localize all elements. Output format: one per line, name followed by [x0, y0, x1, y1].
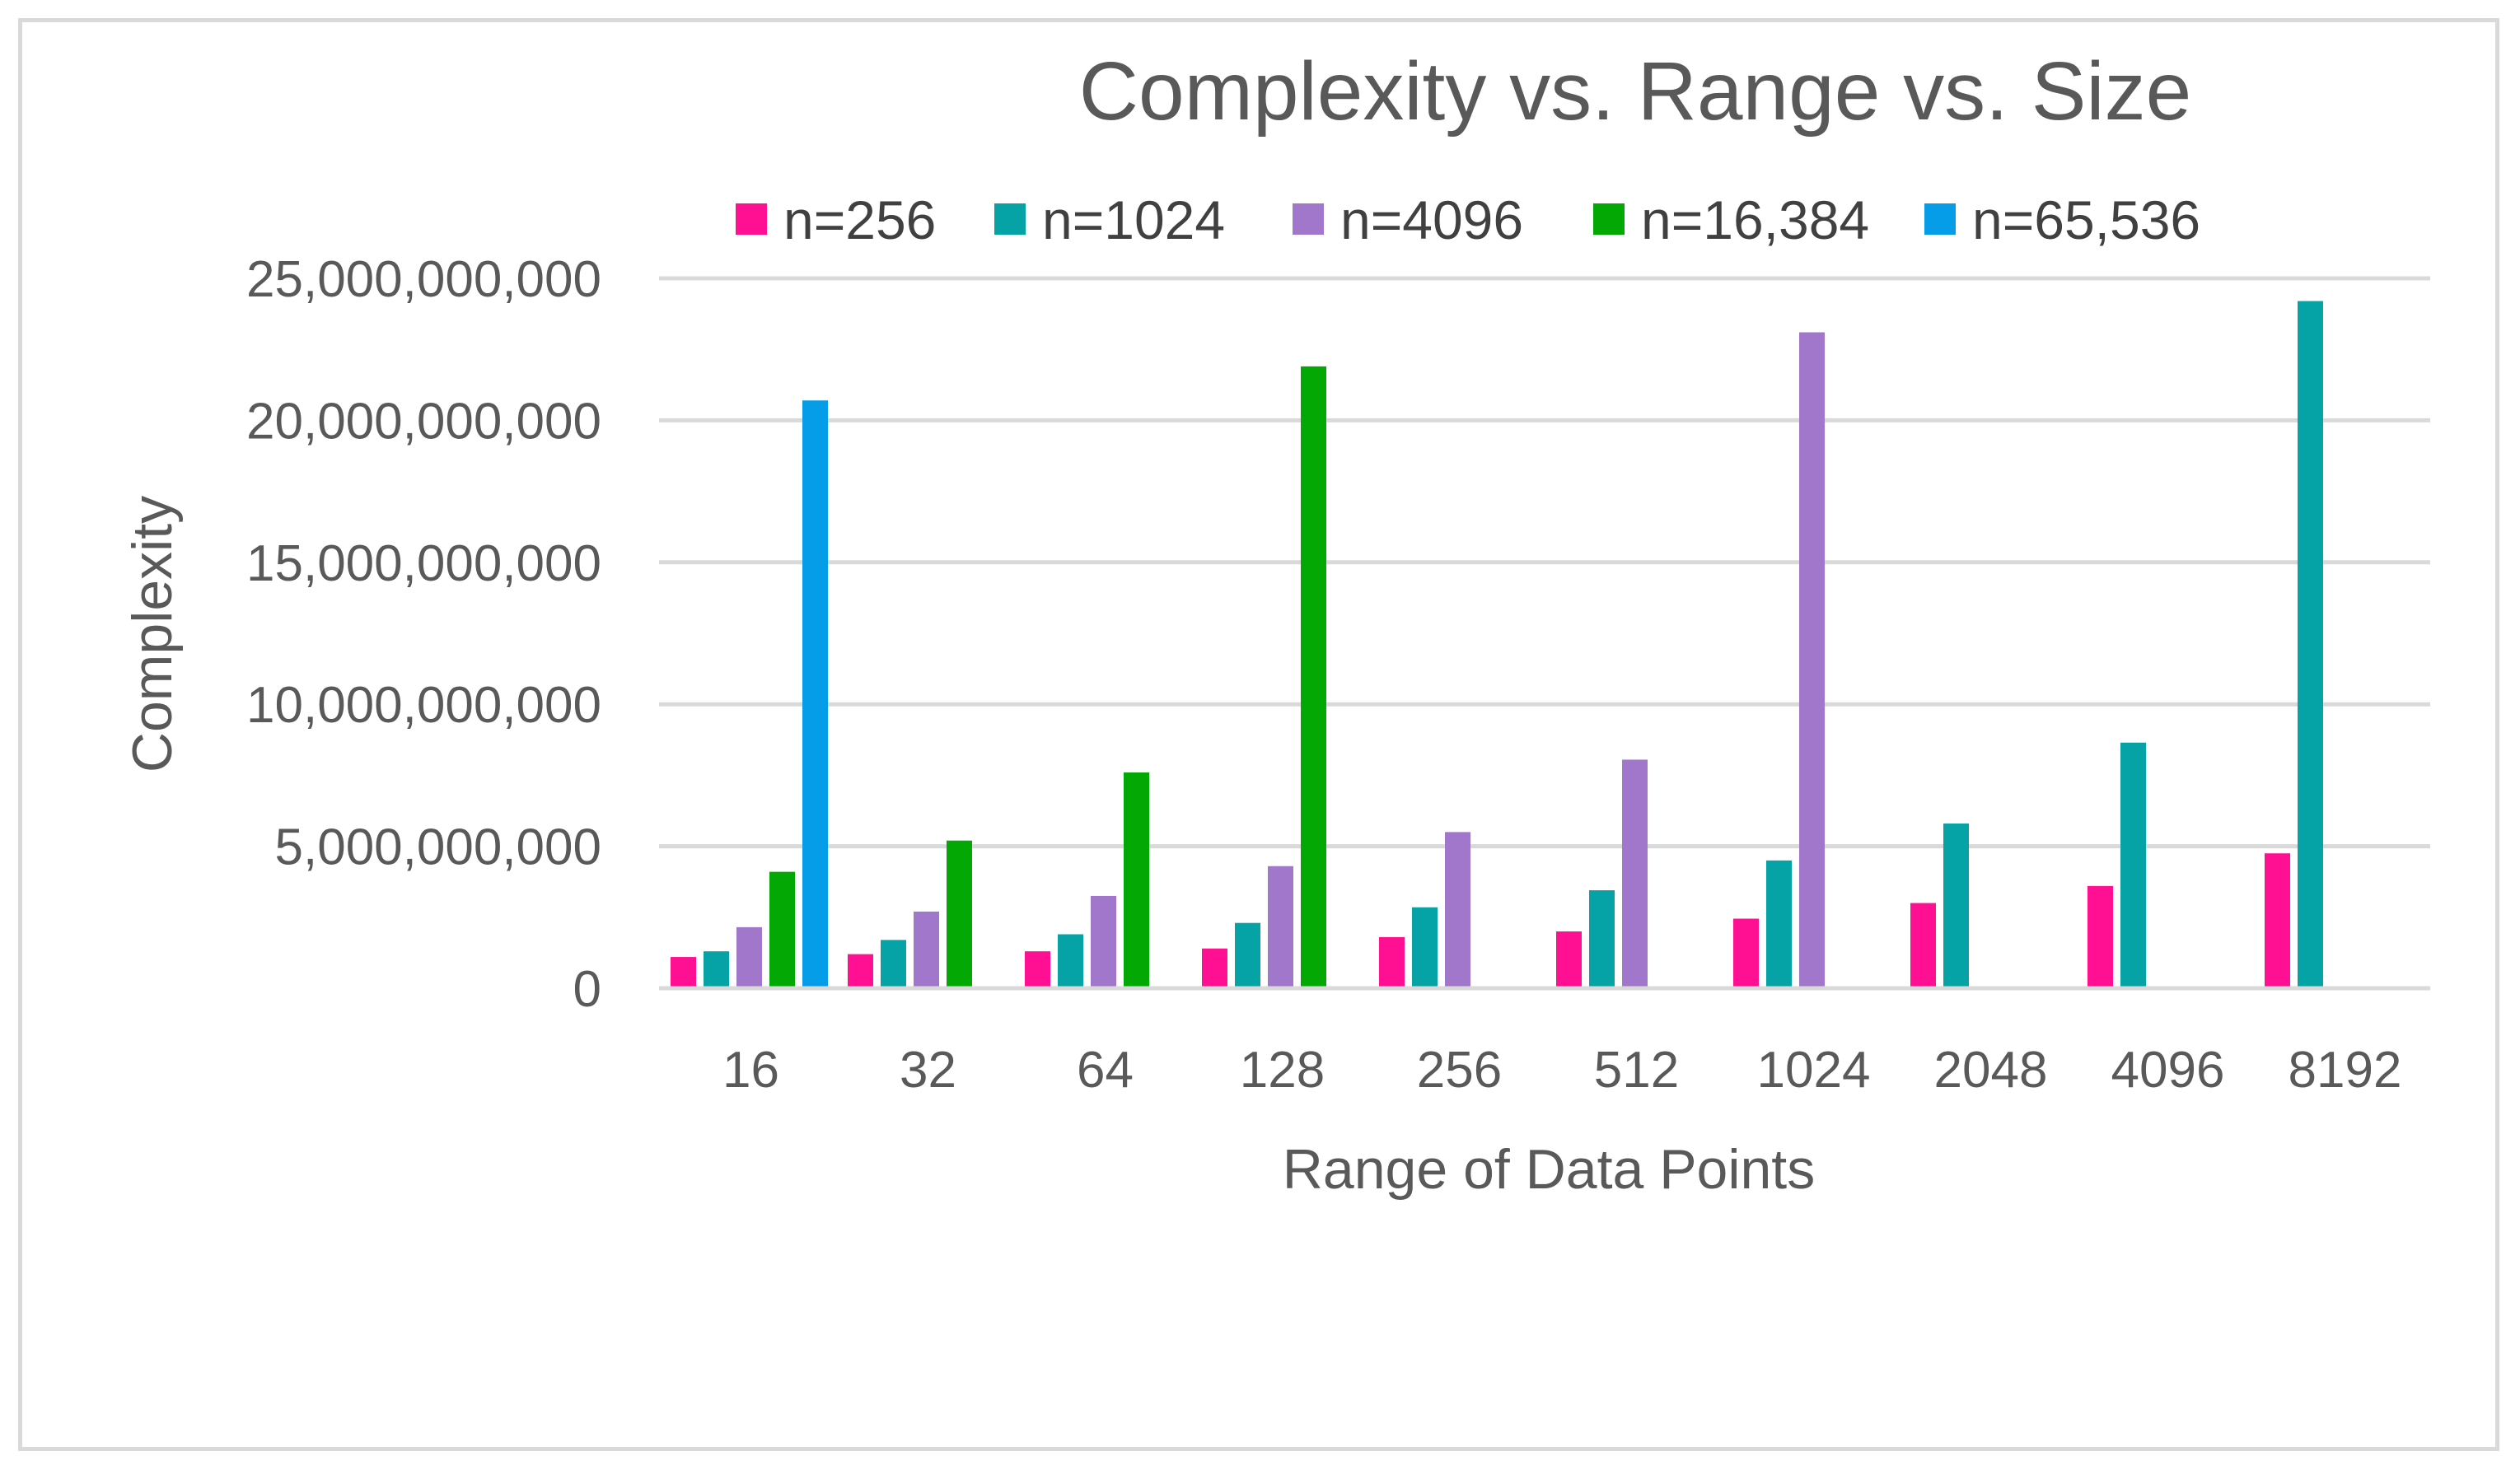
- x-tick-label: 128: [1240, 1042, 1325, 1099]
- y-axis-title: Complexity: [121, 496, 184, 772]
- x-tick-label: 512: [1594, 1042, 1679, 1099]
- bar-n256-4096: [2088, 885, 2113, 988]
- y-axis-tick-labels: 0 5,000,000,000 10,000,000,000 15,000,000,0…: [246, 251, 601, 1018]
- legend-label: n=16,384: [1641, 189, 1869, 250]
- bar-n4096-32: [914, 911, 939, 988]
- y-tick-label: 10,000,000,000: [246, 677, 601, 734]
- legend-swatch: [1924, 203, 1956, 235]
- x-tick-label: 1024: [1757, 1042, 1871, 1099]
- legend-label: n=65,536: [1972, 189, 2200, 250]
- bar-n65536-16: [802, 400, 828, 988]
- bar-n256-2048: [1910, 903, 1936, 988]
- chart-frame: [18, 18, 2499, 1451]
- bar-n256-16: [671, 957, 696, 988]
- x-tick-label: 4096: [2111, 1042, 2225, 1099]
- bar-n1024-64: [1058, 934, 1083, 988]
- bar-n1024-4096: [2120, 742, 2146, 988]
- legend-label: n=4096: [1340, 189, 1523, 250]
- gridlines: [659, 276, 2430, 991]
- x-tick-label: 16: [722, 1042, 779, 1099]
- bar-n4096-128: [1268, 866, 1293, 988]
- y-tick-label: 5,000,000,000: [275, 819, 602, 876]
- chart-title: Complexity vs. Range vs. Size: [1079, 45, 2192, 138]
- x-tick-label: 2048: [1934, 1042, 2048, 1099]
- x-tick-label: 64: [1077, 1042, 1134, 1099]
- bar-n16384-32: [947, 840, 972, 988]
- x-tick-label: 32: [900, 1042, 956, 1099]
- y-tick-label: 25,000,000,000: [246, 251, 601, 308]
- bar-n16384-128: [1301, 366, 1326, 988]
- x-axis-title: Range of Data Points: [1283, 1138, 1815, 1201]
- bar-n1024-16: [704, 951, 729, 988]
- y-tick-label: 0: [573, 961, 601, 1018]
- legend-swatch: [1293, 203, 1324, 235]
- legend-swatch: [994, 203, 1026, 235]
- bar-n256-64: [1025, 951, 1050, 988]
- bar-n1024-256: [1412, 907, 1438, 988]
- legend: n=256 n=1024 n=4096 n=16,384 n=65,536: [736, 189, 2200, 250]
- x-axis-tick-labels: 16 32 64 128 256 512 1024 2048 4096 8192: [722, 1042, 2401, 1099]
- bar-n4096-16: [736, 926, 762, 988]
- bar-n1024-8192: [2298, 301, 2323, 989]
- legend-label: n=256: [783, 189, 936, 250]
- bar-n4096-512: [1622, 759, 1648, 988]
- bar-n256-512: [1556, 931, 1582, 988]
- legend-swatch: [736, 203, 767, 235]
- y-tick-label: 20,000,000,000: [246, 393, 601, 450]
- x-tick-label: 256: [1417, 1042, 1502, 1099]
- bar-n1024-128: [1235, 922, 1260, 988]
- bar-n16384-64: [1124, 772, 1149, 988]
- bar-n256-32: [848, 954, 873, 988]
- bar-n1024-512: [1589, 890, 1615, 988]
- bar-n4096-1024: [1799, 332, 1825, 989]
- bar-n4096-64: [1091, 895, 1116, 988]
- bars: [659, 301, 2430, 991]
- x-tick-label: 8192: [2289, 1042, 2402, 1099]
- bar-n1024-2048: [1943, 824, 1969, 988]
- bar-n256-256: [1379, 936, 1405, 988]
- bar-n4096-256: [1445, 832, 1470, 988]
- bar-n256-8192: [2265, 853, 2290, 988]
- y-tick-label: 15,000,000,000: [246, 535, 601, 592]
- bar-n1024-32: [881, 940, 906, 988]
- bar-n1024-1024: [1766, 860, 1792, 988]
- bar-n256-128: [1202, 948, 1227, 988]
- bar-n16384-16: [769, 871, 795, 988]
- legend-swatch: [1593, 203, 1625, 235]
- legend-label: n=1024: [1042, 189, 1225, 250]
- bar-n256-1024: [1733, 918, 1759, 988]
